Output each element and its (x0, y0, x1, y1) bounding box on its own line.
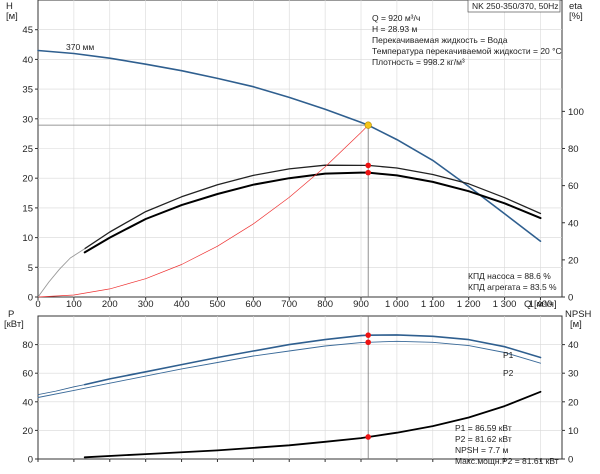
left-tick-label: 40 (22, 55, 33, 66)
top-ticks: 0 100 200 300 400 500 600 700 800 900 1 000 1 100 1 … (22, 25, 583, 310)
top-series (37, 49, 542, 298)
left-tick-label: 5 (28, 263, 33, 274)
duty-point-marker (365, 339, 371, 346)
model-title-box (467, 0, 561, 13)
right-tick-label: 40 (568, 218, 579, 229)
info-temperature: Температура перекачиваемой жидкости = 20… (372, 46, 562, 56)
series-line-h (37, 49, 542, 242)
p-axis-label: P (8, 309, 14, 320)
x-tick-label: 0 (35, 299, 40, 310)
top-grid (38, 0, 562, 297)
right-tick-label: 20 (568, 255, 579, 266)
right-tick-label: 20 (568, 397, 579, 408)
right-tick-label: 10 (568, 426, 579, 437)
series-line-series (84, 164, 542, 250)
impeller-diameter-label: 370 мм (66, 42, 94, 52)
x-tick-label: 1 000 (385, 299, 409, 310)
x-tick-label: 200 (102, 299, 118, 310)
x-tick-label: 1 300 (493, 299, 517, 310)
x-tick-label: 600 (245, 299, 261, 310)
series-line-series (83, 171, 542, 254)
info-q: Q = 920 м³/ч (372, 13, 420, 23)
h-axis-label: H (6, 1, 13, 12)
bottom-series (37, 316, 542, 459)
x-tick-label: 900 (353, 299, 369, 310)
duty-point-marker (365, 434, 371, 440)
info-h: H = 28.93 м (372, 24, 417, 34)
left-tick-label: 45 (22, 25, 33, 36)
right-tick-label: 80 (568, 144, 579, 155)
info-density: Плотность = 998.2 кг/м³ (372, 57, 465, 67)
right-tick-label: 0 (568, 455, 573, 466)
info-p2: P2 = 81.62 кВт (455, 434, 512, 444)
pump-efficiency-label: КПД насоса = 88.6 % (468, 271, 551, 281)
left-tick-label: 0 (28, 455, 33, 466)
x-tick-label: 1 200 (457, 299, 481, 310)
x-tick-label: 700 (281, 299, 297, 310)
left-tick-label: 10 (22, 233, 33, 244)
series-line-p1 (83, 334, 542, 386)
left-tick-label: 80 (22, 340, 33, 351)
x-tick-label: 300 (138, 299, 154, 310)
left-tick-label: 20 (22, 174, 33, 185)
left-tick-label: 20 (22, 426, 33, 437)
x-axis-label: Q [м³/ч] (524, 299, 557, 310)
right-tick-label: 30 (568, 369, 579, 380)
left-tick-label: 40 (22, 397, 33, 408)
x-tick-label: 1 400 (529, 299, 553, 310)
right-tick-label: 40 (568, 340, 579, 351)
left-tick-label: 0 (28, 293, 33, 304)
x-tick-label: 400 (174, 299, 190, 310)
npsh-axis-label: NPSH (565, 309, 592, 320)
eta-axis-unit: [%] (569, 11, 583, 22)
npsh-axis-unit: [м] (570, 319, 582, 330)
left-tick-label: 60 (22, 369, 33, 380)
x-tick-label: 800 (317, 299, 333, 310)
right-tick-label: 0 (568, 293, 573, 304)
info-npsh: NPSH = 7.7 м (455, 445, 508, 455)
duty-point-marker (365, 169, 371, 176)
series-line-low-flow-extension (37, 248, 86, 298)
left-tick-label: 15 (22, 203, 33, 214)
left-tick-label: 30 (22, 114, 33, 125)
p-axis-unit: [кВт] (4, 319, 24, 330)
bottom-grid (38, 316, 562, 459)
right-tick-label: 60 (568, 181, 579, 192)
x-tick-label: 1 100 (421, 299, 445, 310)
series-line-p1-low-flow (37, 384, 86, 396)
duty-point-marker (365, 162, 371, 169)
left-tick-label: 35 (22, 85, 33, 96)
unit-efficiency-label: КПД агрегата = 83.5 % (468, 282, 557, 292)
duty-point-marker (365, 332, 371, 338)
chart-title: NK 250-350/370, 50Hz (472, 1, 558, 11)
series-label-p1: P1 (503, 350, 514, 360)
h-axis-unit: [м] (6, 11, 18, 22)
series-line-p2 (37, 340, 541, 398)
x-tick-label: 100 (66, 299, 82, 310)
series-label-p2: P2 (503, 368, 514, 378)
left-tick-label: 25 (22, 144, 33, 155)
info-p1: P1 = 86.59 кВт (455, 423, 512, 433)
bottom-ticks: 0 20 40 60 80 0 10 20 30 40 (22, 340, 578, 465)
bottom-plot-frame (37, 315, 563, 460)
info-max-power: Макс.мощн.P2 = 81.61 кВт (455, 456, 559, 466)
series-line-system-curve (37, 124, 369, 298)
operating-point-marker (364, 121, 372, 129)
series-line-npsh (83, 390, 542, 459)
eta-axis-label: eta (569, 1, 583, 12)
x-tick-label: 500 (210, 299, 226, 310)
right-tick-label: 100 (568, 107, 584, 118)
info-liquid: Перекачиваемая жидкость = Вода (372, 35, 508, 45)
